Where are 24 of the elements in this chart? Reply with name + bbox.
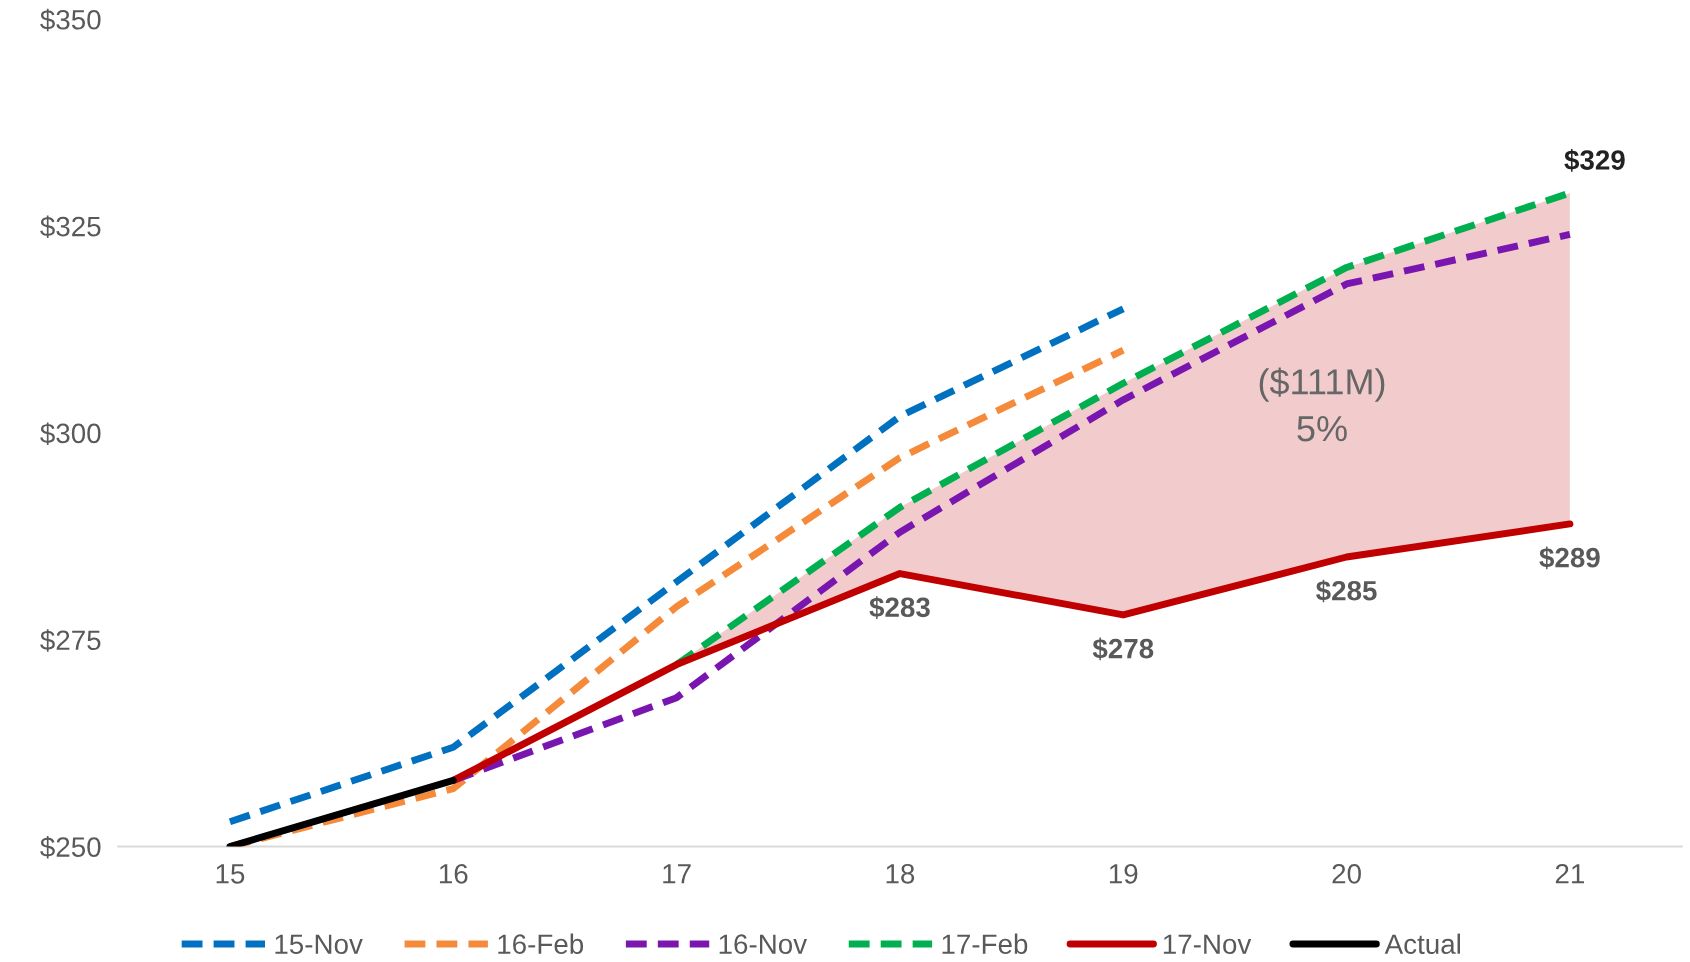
y-tick-label: $300 [40,422,101,445]
y-tick-label: $275 [40,629,101,652]
legend-label: 17-Feb [942,933,1028,955]
data-label: $278 [1092,637,1154,661]
legend-label: 17-Nov [1163,934,1252,955]
data-label: $289 [1539,546,1600,570]
x-tick-label: 17 [663,864,691,884]
y-tick-label: $325 [40,215,101,239]
x-tick-label: 21 [1555,863,1584,884]
x-tick-label: 15 [216,864,245,884]
y-tick-label: $250 [40,836,101,859]
legend-label: 15-Nov [275,934,363,955]
data-label: $329 [1564,148,1625,172]
x-tick-label: 20 [1332,863,1361,884]
legend-label: 16-Feb [498,933,584,955]
legend-label: 16-Nov [719,934,808,955]
data-label: $285 [1316,579,1377,603]
data-label: $283 [869,596,930,619]
x-tick-label: 19 [1109,863,1138,884]
x-tick-label: 18 [886,863,915,884]
annotation: ($111M) 5% [1259,367,1385,442]
y-tick-label: $350 [40,8,101,32]
x-tick-label: 16 [439,863,468,884]
legend-label: Actual [1384,933,1460,955]
